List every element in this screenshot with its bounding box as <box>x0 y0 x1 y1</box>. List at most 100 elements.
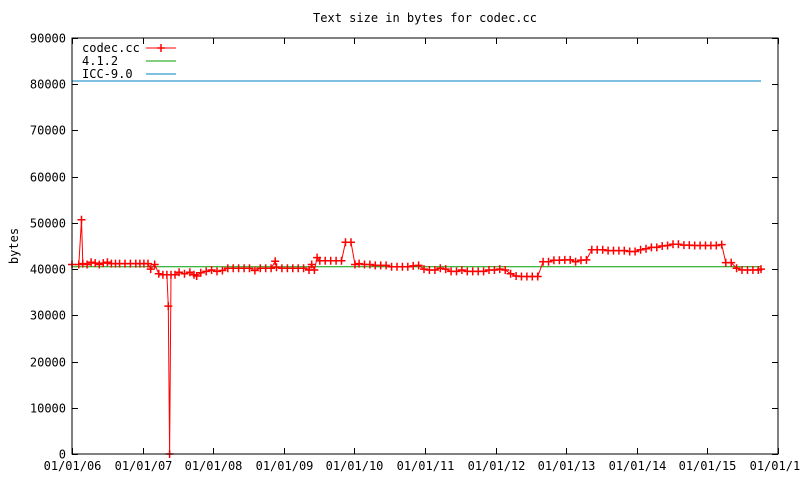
y-tick-label: 50000 <box>30 217 66 231</box>
series-layer <box>68 80 765 458</box>
legend-label: ICC-9.0 <box>82 67 133 81</box>
data-point <box>180 269 189 278</box>
data-point <box>78 259 87 268</box>
data-point <box>307 260 316 269</box>
data-point <box>652 243 661 252</box>
legend-marker <box>157 44 165 52</box>
x-tick-label: 01/01/15 <box>679 459 737 473</box>
data-point <box>674 240 683 249</box>
data-point <box>441 265 450 274</box>
data-point <box>732 264 741 273</box>
data-point <box>250 266 259 275</box>
data-point <box>185 268 194 277</box>
data-point <box>436 264 445 273</box>
data-point <box>154 269 163 278</box>
data-point <box>757 265 765 274</box>
data-point <box>598 245 607 254</box>
x-tick-label: 01/01/10 <box>326 459 384 473</box>
data-point <box>146 265 155 274</box>
x-tick-label: 01/01/08 <box>185 459 243 473</box>
data-point <box>636 245 645 254</box>
data-point <box>213 267 221 276</box>
x-tick-label: 01/01/16 <box>750 459 800 473</box>
data-point <box>272 263 281 272</box>
data-point <box>150 260 159 269</box>
x-tick-label: 01/01/14 <box>609 459 667 473</box>
data-point <box>91 259 100 268</box>
x-tick-label: 01/01/12 <box>468 459 526 473</box>
y-tick-label: 20000 <box>30 356 66 370</box>
legend-label: 4.1.2 <box>82 54 118 68</box>
data-point <box>414 261 423 270</box>
data-point <box>267 264 276 273</box>
data-point <box>271 257 280 266</box>
data-point <box>74 260 83 269</box>
data-point <box>164 302 173 311</box>
data-point <box>642 244 650 253</box>
y-tick-label: 10000 <box>30 402 66 416</box>
data-point <box>245 264 254 273</box>
data-point <box>196 268 205 277</box>
data-point <box>202 267 211 276</box>
data-point <box>171 270 179 279</box>
data-point <box>192 272 201 280</box>
x-tick-label: 01/01/07 <box>115 459 173 473</box>
data-point <box>566 255 575 264</box>
y-tick-label: 60000 <box>30 171 66 185</box>
data-point <box>571 257 580 266</box>
data-point <box>544 257 553 266</box>
x-tick-label: 01/01/09 <box>256 459 314 473</box>
data-point <box>631 247 640 256</box>
data-point <box>479 267 488 276</box>
x-tick-label: 01/01/06 <box>44 459 102 473</box>
data-point <box>382 261 391 270</box>
data-point <box>727 258 736 267</box>
data-point <box>103 258 112 267</box>
data-point <box>95 260 104 269</box>
x-tick-label: 01/01/11 <box>397 459 455 473</box>
data-point <box>506 269 515 278</box>
data-point <box>365 260 374 269</box>
data-point <box>533 272 542 281</box>
data-point <box>403 262 412 271</box>
y-tick-label: 80000 <box>30 78 66 92</box>
data-point <box>663 241 672 250</box>
data-point <box>355 259 364 268</box>
data-point <box>452 267 461 276</box>
data-point <box>347 238 355 247</box>
data-point <box>87 258 96 267</box>
data-point <box>582 255 591 264</box>
data-point <box>337 256 346 265</box>
chart-title: Text size in bytes for codec.cc <box>313 11 537 25</box>
data-point <box>620 246 629 255</box>
data-point <box>457 266 466 274</box>
data-point <box>218 266 227 275</box>
data-point <box>420 265 428 274</box>
data-point <box>717 240 726 249</box>
legend-label: codec.cc <box>82 41 140 55</box>
y-tick-label: 90000 <box>30 32 66 46</box>
data-point <box>77 215 86 224</box>
y-tick-label: 40000 <box>30 263 66 277</box>
data-point <box>501 266 510 274</box>
data-point <box>175 268 184 277</box>
data-point <box>712 241 721 250</box>
data-point <box>310 266 319 274</box>
y-tick-label: 30000 <box>30 309 66 323</box>
series-codec <box>68 215 765 458</box>
axes-layer: 0 10000 20000 30000 40000 50000 60000 70000 8000… <box>30 32 800 474</box>
data-point <box>99 259 108 268</box>
y-axis-label: bytes <box>7 228 21 264</box>
data-point <box>351 260 359 269</box>
data-point <box>430 266 439 274</box>
data-point <box>144 259 152 268</box>
data-point <box>495 265 504 274</box>
x-tick-label: 01/01/13 <box>538 459 596 473</box>
data-point <box>490 266 499 274</box>
data-point <box>299 264 308 273</box>
y-tick-label: 0 <box>59 448 66 462</box>
data-point <box>207 266 216 274</box>
